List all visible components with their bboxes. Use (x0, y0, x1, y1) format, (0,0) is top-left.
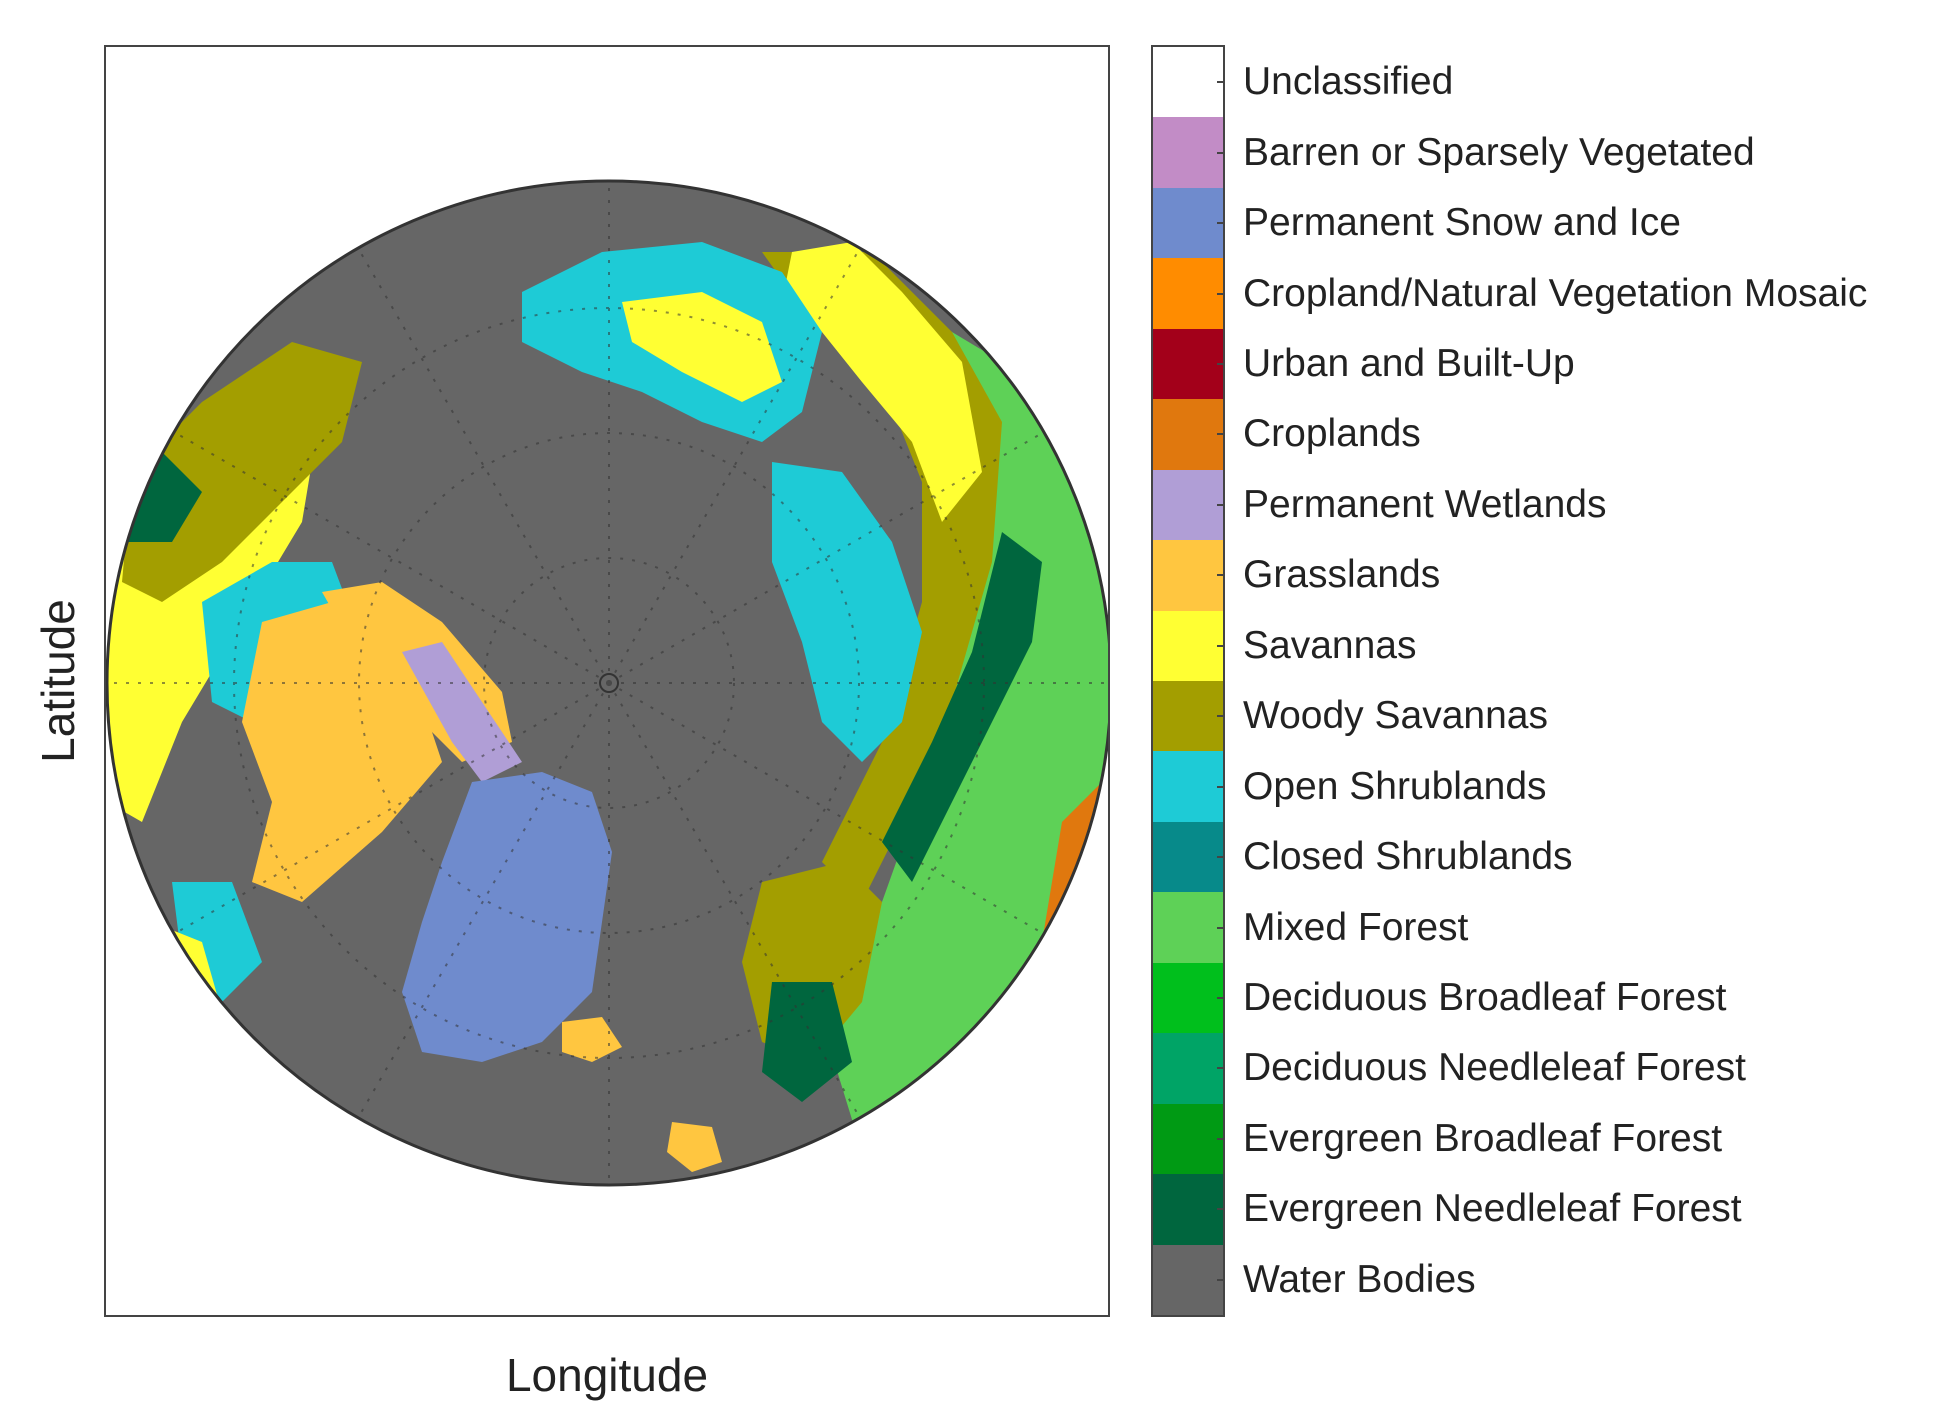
legend-swatch-water-bodies (1153, 1244, 1223, 1316)
legend-swatch-cropland-natural-vegetation-mosaic (1153, 258, 1223, 330)
legend-label-urban-and-built-up: Urban and Built-Up (1243, 342, 1575, 385)
legend-label-cropland-natural-vegetation-mosaic: Cropland/Natural Vegetation Mosaic (1243, 271, 1868, 315)
legend-swatch-permanent-snow-and-ice (1153, 187, 1223, 259)
legend-label-water-bodies: Water Bodies (1243, 1257, 1476, 1301)
legend-tick (1217, 856, 1225, 859)
legend-swatch-evergreen-needleleaf-forest (1153, 1174, 1223, 1246)
legend-swatch-permanent-wetlands (1153, 469, 1223, 541)
legend-label-savannas: Savannas (1243, 623, 1417, 667)
legend-swatch-evergreen-broadleaf-forest (1153, 1103, 1223, 1175)
legend-swatch-croplands (1153, 399, 1223, 471)
north-pole-marker (599, 673, 619, 693)
legend-tick (1217, 785, 1225, 788)
legend-swatch-closed-shrublands (1153, 821, 1223, 893)
legend-label-permanent-wetlands: Permanent Wetlands (1243, 482, 1607, 526)
legend-tick (1217, 1208, 1225, 1211)
region-evergreen-dark-east (882, 532, 1042, 882)
region-island-svalbard (562, 1017, 622, 1062)
region-open-shrublands-central (772, 462, 922, 762)
map-outline (106, 179, 1108, 1187)
legend-tick (1217, 644, 1225, 647)
legend-tick (1217, 1278, 1225, 1281)
legend-swatch-woody-savannas (1153, 681, 1223, 752)
region-permanent-snow-greenland (402, 772, 612, 1062)
legend-label-croplands: Croplands (1243, 412, 1421, 456)
legend-label-grasslands: Grasslands (1243, 553, 1441, 597)
x-axis-label: Longitude (505, 1349, 709, 1401)
region-evergreen-needleleaf-south (762, 982, 852, 1102)
region-woody-savannas-west (122, 342, 362, 602)
legend-label-deciduous-needleleaf-forest: Deciduous Needleleaf Forest (1243, 1046, 1746, 1090)
legend-swatch-barren-or-sparsely-vegetated (1153, 117, 1223, 189)
legend-label-permanent-snow-and-ice: Permanent Snow and Ice (1243, 201, 1681, 245)
region-savannas-east (782, 242, 982, 522)
map-frame (104, 45, 1110, 1317)
legend-swatch-savannas (1153, 610, 1223, 682)
legend-tick (1217, 715, 1225, 718)
legend-label-woody-savannas: Woody Savannas (1243, 694, 1548, 738)
legend-tick (1217, 1067, 1225, 1070)
legend-swatch-grasslands (1153, 540, 1223, 612)
legend-tick (1217, 574, 1225, 577)
legend-label-evergreen-broadleaf-forest: Evergreen Broadleaf Forest (1243, 1116, 1723, 1160)
region-island-north (667, 1122, 722, 1172)
region-savannas-siberia-north (622, 292, 782, 402)
legend-tick (1217, 363, 1225, 365)
legend-tick (1217, 433, 1225, 436)
legend-tick (1217, 503, 1225, 506)
legend-swatch-mixed-forest (1153, 892, 1223, 964)
legend-swatch-deciduous-broadleaf-forest (1153, 962, 1223, 1034)
legend-tick (1217, 1137, 1225, 1140)
legend-label-evergreen-needleleaf-forest: Evergreen Needleleaf Forest (1243, 1187, 1742, 1231)
legend-label-barren-or-sparsely-vegetated: Barren or Sparsely Vegetated (1243, 130, 1755, 174)
legend-label-unclassified: Unclassified (1243, 60, 1454, 104)
legend-swatch-unclassified (1153, 47, 1223, 118)
legend-colorbar (1151, 45, 1225, 1317)
legend-label-mixed-forest: Mixed Forest (1243, 905, 1469, 949)
legend-swatch-open-shrublands (1153, 751, 1223, 823)
legend-tick (1217, 292, 1225, 295)
legend-tick (1217, 81, 1225, 84)
legend-tick (1217, 222, 1225, 225)
polar-land-cover-map (106, 179, 1108, 1187)
legend-label-deciduous-broadleaf-forest: Deciduous Broadleaf Forest (1243, 976, 1727, 1019)
legend-tick (1217, 997, 1225, 999)
legend-swatch-urban-and-built-up (1153, 328, 1223, 400)
legend-label-closed-shrublands: Closed Shrublands (1243, 835, 1573, 879)
polar-grid (107, 181, 1108, 1185)
legend-tick (1217, 926, 1225, 929)
legend-tick (1217, 151, 1225, 154)
legend-label-open-shrublands: Open Shrublands (1243, 764, 1547, 808)
y-axis-label: Latitude (32, 599, 84, 763)
legend-swatch-deciduous-needleleaf-forest (1153, 1033, 1223, 1105)
region-permanent-wetlands-archipelago (402, 642, 522, 782)
